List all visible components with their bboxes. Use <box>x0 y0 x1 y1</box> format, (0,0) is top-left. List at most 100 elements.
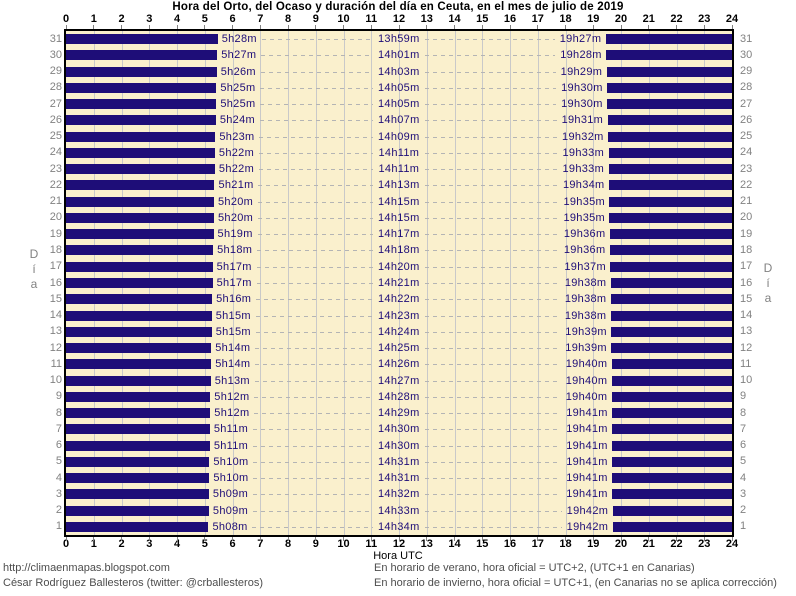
night-bar-left <box>66 391 211 402</box>
hour-label-top: 17 <box>531 13 544 25</box>
sunset-label: 19h40m <box>565 390 608 403</box>
leader-dash <box>425 104 557 106</box>
daylength-label: 14h31m <box>378 455 420 468</box>
night-bar-left <box>66 343 212 354</box>
hour-tick-bottom <box>481 537 483 541</box>
sunrise-label: 5h11m <box>213 439 249 452</box>
hour-label-bottom: 10 <box>337 538 350 550</box>
footer-utc-notes: En horario de verano, hora oficial = UTC… <box>374 561 777 591</box>
hour-label-bottom: 9 <box>312 538 319 550</box>
sunrise-label: 5h09m <box>212 504 249 517</box>
daylength-label: 14h20m <box>378 260 420 273</box>
day-number-left: 6 <box>55 439 62 452</box>
daylength-label: 14h29m <box>378 407 420 420</box>
leader-dash <box>252 526 373 528</box>
sunrise-label: 5h09m <box>212 488 249 501</box>
hour-label-bottom: 4 <box>173 538 181 550</box>
leader-dash <box>256 266 373 268</box>
leader-dash <box>256 283 373 284</box>
night-bar-right <box>612 473 732 484</box>
leader-dash <box>425 429 562 431</box>
hour-tick-top <box>731 25 733 29</box>
night-bar-left <box>66 505 209 516</box>
hour-tick-bottom <box>620 537 622 541</box>
day-number-right: 8 <box>740 406 747 419</box>
daylength-label: 14h05m <box>378 98 420 111</box>
plot-area: 5h28m 13h59m 19h27m 5h27m 14h01m 19h28m 5h26m 1… <box>64 29 734 537</box>
sunset-label: 19h41m <box>566 455 608 468</box>
hour-tick-bottom <box>343 537 344 541</box>
y-axis-title-char: D <box>763 260 773 275</box>
day-number-left: 29 <box>49 65 62 78</box>
night-bar-right <box>609 196 732 207</box>
hour-label-top: 22 <box>670 13 683 25</box>
hour-tick-bottom <box>204 537 206 541</box>
daylength-label: 14h07m <box>378 114 420 127</box>
day-number-right: 15 <box>740 292 753 305</box>
hour-tick-top <box>343 25 344 29</box>
night-bar-right <box>612 521 732 532</box>
hour-label-bottom: 24 <box>725 538 739 550</box>
hour-label-top: 1 <box>90 13 97 25</box>
day-number-right: 6 <box>740 439 747 452</box>
sunrise-label: 5h14m <box>215 342 251 355</box>
day-number-left: 23 <box>49 162 62 175</box>
sunrise-label: 5h15m <box>215 309 251 322</box>
sunset-label: 19h29m <box>560 65 603 78</box>
night-bar-right <box>606 66 732 77</box>
hour-label-top: 2 <box>118 13 125 25</box>
grid-line <box>232 31 234 535</box>
sunrise-label: 5h17m <box>216 277 252 289</box>
day-number-left: 18 <box>49 243 62 256</box>
hour-tick-bottom <box>398 537 400 541</box>
hour-label-top: 6 <box>229 13 236 25</box>
night-bar-right <box>606 50 732 61</box>
hour-label-bottom: 12 <box>392 538 406 550</box>
sunrise-label: 5h23m <box>219 130 255 143</box>
night-bar-left <box>66 326 212 337</box>
day-number-right: 30 <box>740 48 753 61</box>
hour-tick-bottom <box>121 537 122 541</box>
night-bar-right <box>611 391 732 402</box>
leader-dash <box>425 201 559 203</box>
hour-tick-bottom <box>287 537 289 541</box>
night-bar-right <box>612 505 732 516</box>
hour-label-top: 18 <box>559 13 572 25</box>
day-number-right: 11 <box>740 357 752 370</box>
hour-label-top: 9 <box>312 13 319 25</box>
hour-label-bottom: 1 <box>90 538 97 550</box>
leader-dash <box>256 299 373 301</box>
hour-label-bottom: 15 <box>476 538 489 550</box>
hour-label-top: 3 <box>146 13 153 25</box>
hour-tick-top <box>426 25 428 29</box>
leader-dash <box>425 445 562 447</box>
sunset-label: 19h30m <box>561 81 603 94</box>
hour-label-top: 11 <box>365 13 378 25</box>
hour-tick-bottom <box>93 537 95 541</box>
hour-tick-top <box>65 25 67 29</box>
leader-dash <box>425 250 559 252</box>
daylength-label: 14h25m <box>378 342 420 355</box>
hour-label-bottom: 6 <box>229 538 236 550</box>
night-bar-right <box>610 294 732 305</box>
sunset-label: 19h38m <box>564 277 607 289</box>
hour-tick-bottom <box>148 537 150 541</box>
daylength-label: 14h33m <box>378 504 420 517</box>
daylength-label: 14h23m <box>378 309 420 322</box>
sunset-label: 19h38m <box>564 309 607 322</box>
sunset-label: 19h28m <box>560 49 602 62</box>
leader-dash <box>425 396 561 398</box>
night-bar-right <box>607 115 732 126</box>
hour-tick-bottom <box>509 537 511 541</box>
hour-label-top: 13 <box>420 13 433 25</box>
day-number-right: 31 <box>740 32 753 45</box>
sunset-label: 19h41m <box>566 407 608 420</box>
night-bar-left <box>66 408 211 419</box>
leader-dash <box>425 315 560 317</box>
leader-dash <box>252 445 373 447</box>
leader-dash <box>425 364 561 366</box>
hour-label-bottom: 20 <box>614 538 628 550</box>
day-number-right: 17 <box>740 260 753 273</box>
